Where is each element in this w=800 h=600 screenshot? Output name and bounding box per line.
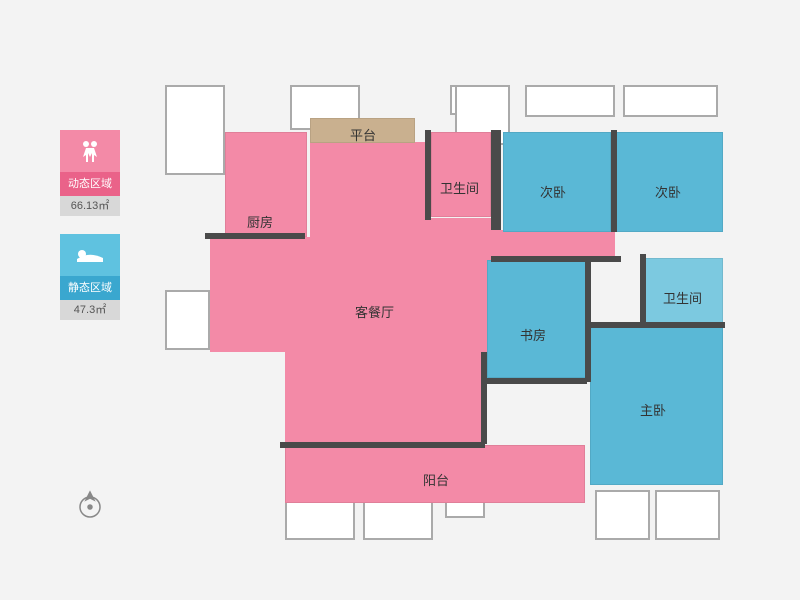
outline-10	[595, 490, 650, 540]
legend-dynamic-value: 66.13㎡	[60, 196, 120, 216]
legend-static-value: 47.3㎡	[60, 300, 120, 320]
legend-static: 静态区域 47.3㎡	[60, 234, 120, 320]
label-kitchen: 厨房	[247, 212, 273, 231]
legend-panel: 动态区域 66.13㎡ 静态区域 47.3㎡	[60, 130, 120, 338]
wall-4	[640, 254, 646, 326]
outline-8	[363, 500, 433, 540]
outline-5	[623, 85, 718, 117]
wall-5	[585, 322, 725, 328]
label-bath2: 卫生间	[663, 288, 702, 307]
legend-static-label: 静态区域	[60, 276, 120, 300]
legend-dynamic: 动态区域 66.13㎡	[60, 130, 120, 216]
outline-0	[165, 85, 225, 175]
wall-10	[205, 233, 305, 239]
living-part-3	[428, 218, 500, 248]
living-part-1	[310, 142, 428, 242]
wall-3	[611, 130, 617, 232]
outline-11	[655, 490, 720, 540]
compass-icon	[75, 490, 105, 520]
room-study	[487, 260, 587, 378]
wall-8	[481, 352, 487, 444]
living-part-2	[285, 350, 485, 450]
outline-6	[165, 290, 210, 350]
legend-dynamic-label: 动态区域	[60, 172, 120, 196]
label-bedroom2b: 次卧	[655, 182, 681, 201]
wall-1	[491, 130, 501, 230]
label-bath1: 卫生间	[440, 178, 479, 197]
label-study: 书房	[520, 325, 546, 344]
label-bedroom2a: 次卧	[540, 182, 566, 201]
wall-0	[425, 130, 431, 220]
floorplan: 客餐厅厨房平台卫生间阳台次卧次卧卫生间书房主卧	[165, 70, 735, 540]
label-master: 主卧	[640, 400, 666, 419]
sleep-icon	[60, 234, 120, 276]
wall-2	[491, 256, 621, 262]
wall-6	[585, 262, 591, 382]
outline-7	[285, 500, 355, 540]
wall-9	[280, 442, 485, 448]
label-balcony: 阳台	[423, 470, 449, 489]
label-living: 客餐厅	[355, 302, 394, 321]
label-platform: 平台	[350, 125, 376, 144]
people-icon	[60, 130, 120, 172]
outline-4	[525, 85, 615, 117]
room-bath1	[431, 132, 491, 217]
living-part-0	[210, 237, 500, 352]
wall-7	[481, 378, 587, 384]
